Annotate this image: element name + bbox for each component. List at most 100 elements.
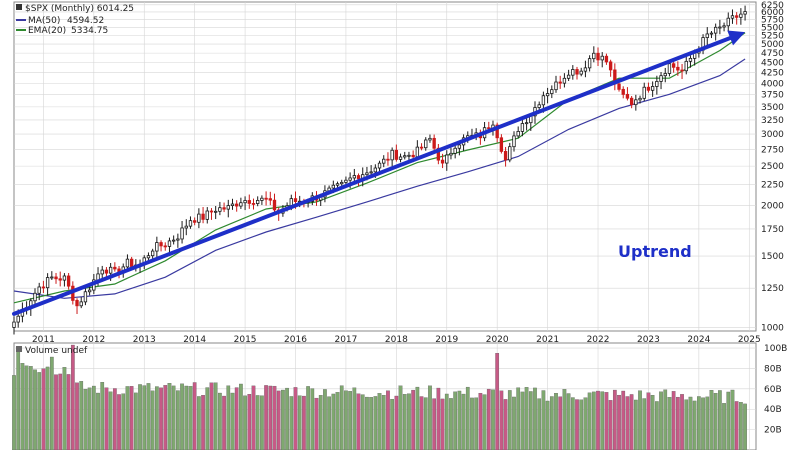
price-tick-label: 6250 [761,1,784,11]
volume-bar [197,396,201,450]
volume-bar [524,387,529,450]
price-tick-label: 4250 [761,69,784,79]
volume-bar [373,396,378,450]
candle-body [545,93,550,97]
volume-bar [680,394,684,450]
trend-arrow-shaft [12,34,738,316]
trendline [12,30,746,316]
volume-bar [239,383,243,450]
price-tick-label: 1500 [761,252,784,262]
candle-body [655,81,659,87]
price-tick-label: 2250 [761,181,784,191]
volume-bar [743,403,747,450]
volume-bar [612,389,617,450]
candle-body [369,171,373,174]
volume-bar [697,396,701,450]
trend-arrow-head [727,30,746,46]
candle-body [550,89,554,94]
volume-bar [365,396,369,450]
volume-tick-label: 20B [764,426,782,436]
volume-bar [348,391,352,450]
ema20-legend-value: 5334.75 [71,26,108,36]
candle-body [382,158,386,164]
volume-bar [440,398,445,450]
candle-body [41,286,46,289]
volume-bar [369,397,373,450]
volume-bar [323,389,327,450]
candle-body [419,146,424,149]
volume-bar [528,391,533,450]
candle-body [390,149,394,161]
volume-bar [533,387,537,450]
candle-body [554,81,558,91]
volume-bar [264,385,268,450]
volume-bar [129,386,134,450]
volume-bar [407,393,411,450]
volume-bar [486,388,491,450]
volume-bar [91,385,96,450]
volume-bar [12,375,16,450]
volume-bar [390,398,394,450]
price-tick-label: 3500 [761,103,784,113]
candle-body [264,197,268,200]
volume-bar [297,395,302,450]
volume-bar [155,386,159,450]
volume-bar [318,395,323,450]
volume-bar [587,392,592,450]
time-tick-label: 2014 [183,335,206,345]
candle-body [453,147,457,154]
price-tick-label: 3000 [761,130,784,140]
volume-bar [339,385,344,450]
volume-bar [184,385,189,450]
candle-body [524,122,529,125]
candle-body [50,276,54,279]
candle-body [205,210,209,220]
candle-body [394,149,399,160]
candle-body [16,315,20,323]
candle-body [373,167,378,173]
volume-bar [491,389,495,450]
volume-bar [520,391,525,450]
candle-body [415,146,420,158]
volume-bar [188,386,193,450]
candle-body [293,198,298,202]
candle-body [407,154,411,157]
volume-bar [629,394,634,450]
candle-body [188,220,193,227]
candle-body [398,156,403,160]
time-tick-label: 2025 [738,335,761,345]
candle-body [650,86,655,91]
volume-bar [381,395,386,450]
candle-body [113,266,117,270]
volume-bar [722,403,726,450]
volume-bar [432,398,437,450]
candle-body [163,245,167,248]
price-tick-label: 4000 [761,79,784,89]
volume-bar [20,363,25,450]
volume-bar [474,397,479,450]
ma50-legend-value: 4594.52 [67,16,104,26]
candle-body [87,289,92,293]
candle-body [617,83,621,90]
volume-bar [352,387,357,450]
volume-bar [293,387,298,450]
volume-bar [70,344,75,450]
time-tick-label: 2016 [284,335,307,345]
volume-bar [709,390,714,450]
candle-body [12,321,16,328]
volume-bar [159,387,163,450]
price-tick-label: 4750 [761,49,784,59]
volume-bar [180,383,184,450]
volume-bar [251,385,256,450]
volume-bar [718,390,722,450]
time-tick-label: 2012 [82,335,105,345]
time-tick-label: 2017 [334,335,357,345]
volume-bar [54,374,58,450]
uptrend-annotation: Uptrend [618,242,692,261]
volume-bar [281,389,285,450]
candle-body [125,258,130,268]
ma50-legend-name: MA(50) [28,16,60,26]
ma50-line [13,58,746,299]
candle-body [260,197,264,201]
